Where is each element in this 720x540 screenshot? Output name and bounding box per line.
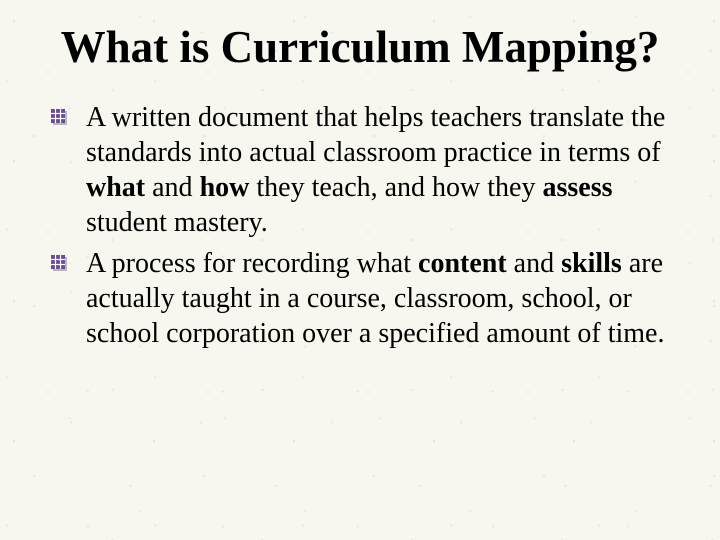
bullet-text: A process for recording what content and… (86, 248, 664, 349)
plain-text: they teach, and how they (249, 172, 542, 203)
bullet-item: A process for recording what content and… (80, 246, 670, 351)
bold-text: what (86, 172, 145, 203)
plain-text: student mastery. (86, 207, 268, 238)
slide: What is Curriculum Mapping? A written do… (0, 0, 720, 540)
hash-icon (50, 254, 68, 272)
bullet-list: A written document that helps teachers t… (50, 100, 670, 351)
bold-text: content (418, 248, 507, 279)
bold-text: skills (561, 248, 622, 279)
plain-text: and (145, 172, 199, 203)
plain-text: and (507, 248, 561, 279)
bold-text: how (200, 172, 250, 203)
bold-text: assess (542, 172, 612, 203)
bullet-text: A written document that helps teachers t… (86, 102, 665, 238)
bullet-item: A written document that helps teachers t… (80, 100, 670, 240)
slide-title: What is Curriculum Mapping? (50, 20, 670, 74)
plain-text: A process for recording what (86, 248, 418, 279)
plain-text: A written document that helps teachers t… (86, 102, 665, 168)
hash-icon (50, 108, 68, 126)
